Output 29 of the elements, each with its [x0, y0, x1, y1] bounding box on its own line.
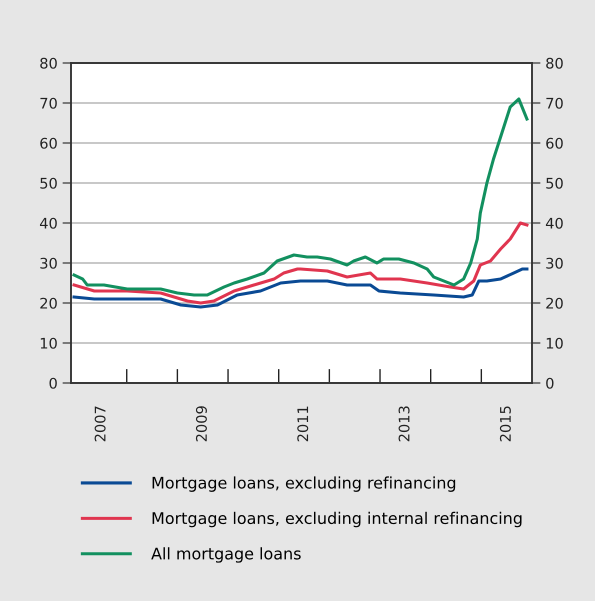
y-tick-label: 20 — [40, 298, 57, 309]
x-tick-label: 2007 — [94, 406, 106, 442]
line-series — [72, 97, 528, 297]
y-tick-label: 30 — [40, 258, 57, 269]
y-tick-label: 10 — [40, 338, 57, 349]
legend-label: All mortgage loans — [151, 547, 301, 563]
y2-tick-label: 40 — [546, 218, 563, 229]
y2-tick-label: 0 — [546, 378, 554, 389]
legend-label: Mortgage loans, excluding internal refinancing — [152, 512, 522, 528]
y-tick-label: 70 — [40, 98, 57, 109]
line-series — [72, 267, 528, 309]
y2-tick-label: 10 — [546, 338, 563, 349]
y2-tick-label: 70 — [546, 98, 563, 109]
y-tick-label: 50 — [40, 178, 57, 189]
y-tick-label: 60 — [40, 138, 57, 149]
y-tick-label: 40 — [40, 218, 57, 229]
line-series — [72, 221, 528, 305]
y2-tick-label: 20 — [546, 298, 563, 309]
x-tick-label: 2009 — [196, 406, 207, 442]
x-tick-label: 2013 — [398, 406, 410, 442]
x-tick-label: 2015 — [500, 406, 511, 442]
legend-label: Mortgage loans, excluding refinancing — [152, 476, 456, 492]
y2-tick-label: 80 — [546, 58, 563, 69]
x-tick-label: 2011 — [297, 406, 308, 442]
y2-tick-label: 30 — [546, 258, 563, 269]
y2-tick-label: 60 — [546, 138, 563, 149]
y-tick-label: 0 — [49, 378, 57, 389]
y2-tick-label: 50 — [546, 178, 563, 189]
y-tick-label: 80 — [40, 58, 57, 69]
